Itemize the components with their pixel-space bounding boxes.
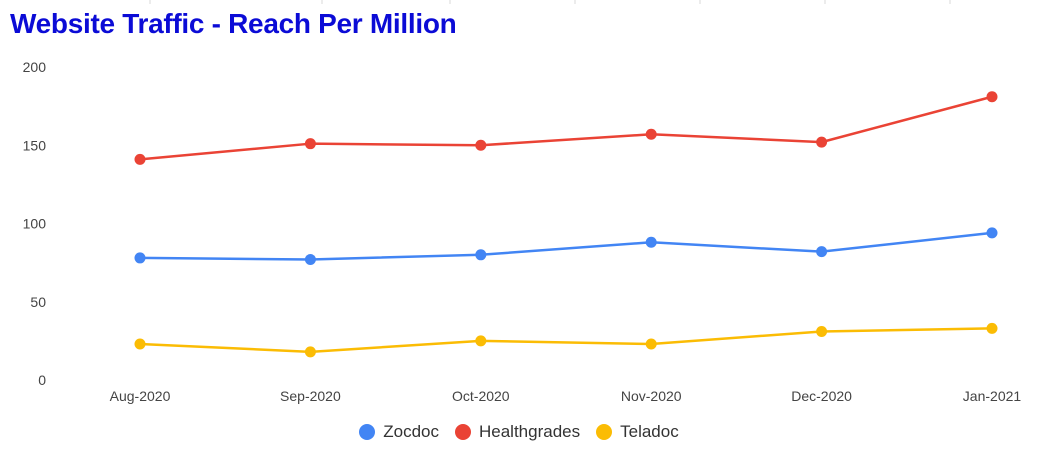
legend: Zocdoc Healthgrades Teladoc bbox=[0, 420, 1038, 444]
x-axis: Aug-2020 Sep-2020 Oct-2020 Nov-2020 Dec-2020… bbox=[110, 388, 1022, 404]
series-line-healthgrades bbox=[139, 95, 993, 161]
x-tick-label: Sep-2020 bbox=[280, 388, 341, 404]
data-point-zocdoc[interactable] bbox=[645, 236, 657, 248]
data-point-teladoc[interactable] bbox=[645, 338, 657, 350]
legend-label: Teladoc bbox=[620, 422, 679, 441]
x-tick-label: Jan-2021 bbox=[963, 388, 1022, 404]
y-tick-label: 150 bbox=[23, 137, 47, 153]
series-layer bbox=[134, 91, 998, 358]
top-edge-ticks bbox=[149, 0, 951, 4]
series-zocdoc bbox=[134, 227, 998, 265]
legend-label: Healthgrades bbox=[479, 422, 581, 441]
y-tick-label: 100 bbox=[23, 216, 47, 232]
legend-item-teladoc[interactable]: Teladoc bbox=[596, 422, 679, 442]
data-point-healthgrades[interactable] bbox=[134, 153, 146, 165]
data-point-teladoc[interactable] bbox=[986, 322, 998, 334]
data-point-healthgrades[interactable] bbox=[645, 128, 657, 140]
series-line-teladoc bbox=[139, 327, 993, 354]
data-point-healthgrades[interactable] bbox=[475, 139, 487, 151]
data-point-zocdoc[interactable] bbox=[816, 246, 828, 258]
legend-swatch bbox=[455, 424, 471, 440]
data-point-teladoc[interactable] bbox=[134, 338, 146, 350]
data-point-zocdoc[interactable] bbox=[986, 227, 998, 239]
data-point-teladoc[interactable] bbox=[304, 346, 316, 358]
legend-swatch bbox=[596, 424, 613, 440]
data-point-teladoc[interactable] bbox=[816, 325, 828, 337]
data-point-zocdoc[interactable] bbox=[304, 253, 316, 265]
x-tick-label: Aug-2020 bbox=[110, 388, 171, 404]
y-tick-label: 50 bbox=[30, 294, 46, 310]
x-tick-label: Dec-2020 bbox=[791, 388, 852, 404]
x-tick-label: Oct-2020 bbox=[452, 388, 510, 404]
series-teladoc bbox=[134, 322, 998, 358]
series-line-zocdoc bbox=[139, 231, 993, 261]
data-point-zocdoc[interactable] bbox=[475, 249, 487, 261]
y-tick-label: 200 bbox=[23, 59, 47, 75]
data-point-zocdoc[interactable] bbox=[134, 252, 146, 264]
series-healthgrades bbox=[134, 91, 998, 165]
data-point-healthgrades[interactable] bbox=[986, 91, 998, 103]
data-point-healthgrades[interactable] bbox=[304, 138, 316, 150]
chart-title: Website Traffic - Reach Per Million bbox=[10, 8, 457, 39]
legend-label: Zocdoc bbox=[383, 422, 439, 441]
data-point-healthgrades[interactable] bbox=[816, 136, 828, 148]
legend-swatch bbox=[359, 424, 376, 440]
legend-item-zocdoc[interactable]: Zocdoc bbox=[359, 422, 439, 442]
data-point-teladoc[interactable] bbox=[475, 335, 487, 347]
legend-item-healthgrades[interactable]: Healthgrades bbox=[455, 422, 580, 442]
y-axis: 0 50 100 150 200 bbox=[23, 59, 47, 388]
x-tick-label: Nov-2020 bbox=[621, 388, 682, 404]
y-tick-label: 0 bbox=[38, 372, 46, 388]
